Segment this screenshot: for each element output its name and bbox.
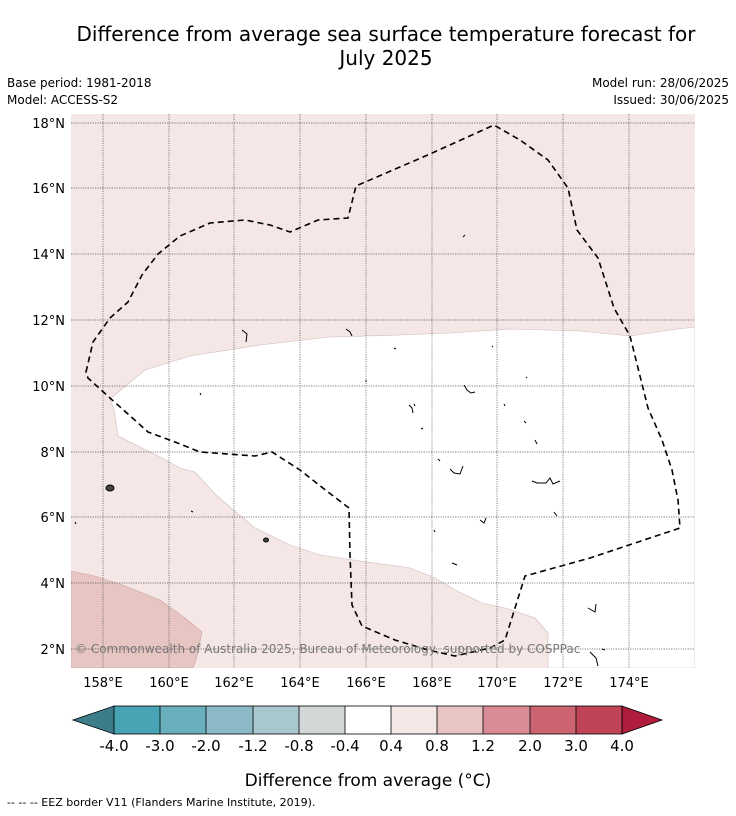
lon-tick-labels: 158°E 160°E 162°E 164°E 166°E 168°E 170°… (83, 676, 649, 691)
colorbar-tick-label: -1.2 (238, 737, 267, 755)
lon-tick-label: 168°E (412, 676, 452, 691)
colorbar-tick-label: -2.0 (191, 737, 220, 755)
colorbar-tick-label: -4.0 (99, 737, 128, 755)
lat-tick-labels: 18°N 16°N 14°N 12°N 10°N 8°N 6°N 4°N 2°N (32, 117, 65, 658)
colorbar-tick-label: -3.0 (145, 737, 174, 755)
colorbar-swatch (160, 706, 206, 734)
lon-tick-label: 172°E (543, 676, 583, 691)
colorbar-swatch (206, 706, 253, 734)
meta-left: Base period: 1981-2018 Model: ACCESS-S2 (7, 75, 152, 109)
map-title: Difference from average sea surface temp… (0, 22, 736, 70)
lat-tick-label: 2°N (41, 643, 66, 658)
model-text: Model: ACCESS-S2 (7, 93, 119, 107)
model-run-text: Model run: 28/06/2025 (591, 76, 729, 90)
lat-tick-label: 4°N (41, 577, 66, 592)
lon-tick-label: 174°E (609, 676, 649, 691)
issued-text: Issued: 30/06/2025 (613, 93, 729, 107)
lat-tick-label: 14°N (32, 248, 65, 263)
colorbar-tick-label: -0.8 (284, 737, 313, 755)
lat-tick-label: 10°N (32, 380, 65, 395)
map-title-line1: Difference from average sea surface temp… (76, 22, 696, 46)
lat-tick-label: 18°N (32, 117, 65, 132)
colorbar-swatch (437, 706, 483, 734)
colorbar-tick-label: 4.0 (610, 737, 634, 755)
lon-tick-label: 166°E (346, 676, 386, 691)
anomaly-region-warm (71, 570, 203, 668)
colorbar-tick-label: 2.0 (518, 737, 542, 755)
colorbar-tick-label: 3.0 (564, 737, 588, 755)
base-period-text: Base period: 1981-2018 (7, 76, 152, 90)
colorbar-swatch (114, 706, 160, 734)
colorbar-tick-label: -0.4 (330, 737, 359, 755)
colorbar-outline (113, 705, 623, 735)
lat-tick-label: 12°N (32, 314, 65, 329)
colorbar-tick-label: 1.2 (471, 737, 495, 755)
lon-tick-label: 158°E (83, 676, 123, 691)
meta-right: Model run: 28/06/2025 Issued: 30/06/2025 (592, 75, 729, 109)
lat-tick-label: 16°N (32, 182, 65, 197)
lat-tick-label: 6°N (41, 511, 66, 526)
lon-tick-label: 160°E (149, 676, 189, 691)
copyright-text: © Commonwealth of Australia 2025, Bureau… (75, 642, 580, 656)
eez-border (85, 124, 681, 657)
map-title-line2: July 2025 (339, 46, 433, 70)
colorbar-tick-label: 0.8 (425, 737, 449, 755)
lon-tick-label: 164°E (280, 676, 320, 691)
sst-anomaly-map: © Commonwealth of Australia 2025, Bureau… (32, 114, 695, 755)
islands (74, 234, 606, 667)
colorbar-swatch (345, 706, 391, 734)
lon-tick-label: 162°E (214, 676, 254, 691)
colorbar-swatch (483, 706, 530, 734)
colorbar: -4.0 -3.0 -2.0 -1.2 -0.8 -0.4 0.4 0.8 1.… (71, 705, 664, 755)
colorbar-swatch (530, 706, 576, 734)
colorbar-swatch-high-extend (621, 705, 664, 735)
colorbar-swatch (391, 706, 437, 734)
eez-footnote: -- -- -- EEZ border V11 (Flanders Marine… (7, 796, 316, 809)
colorbar-swatch-low-extend (71, 705, 115, 735)
colorbar-swatch (253, 706, 299, 734)
lat-tick-label: 8°N (41, 446, 66, 461)
colorbar-tick-labels: -4.0 -3.0 -2.0 -1.2 -0.8 -0.4 0.4 0.8 1.… (99, 737, 634, 755)
colorbar-label: Difference from average (°C) (244, 771, 492, 791)
colorbar-tick-label: 0.4 (379, 737, 403, 755)
colorbar-swatch (576, 706, 622, 734)
lon-tick-label: 170°E (477, 676, 517, 691)
colorbar-swatch (299, 706, 345, 734)
graticule (71, 114, 695, 668)
